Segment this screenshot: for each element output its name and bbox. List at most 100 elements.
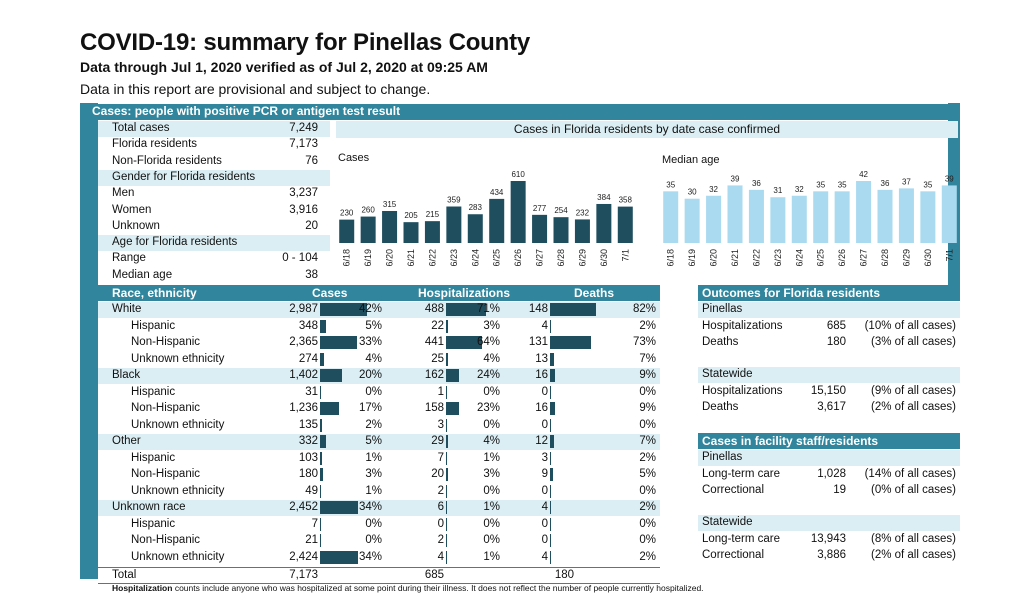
- race-hosp-value: 6: [437, 501, 444, 513]
- race-cases-value: 348: [298, 319, 318, 332]
- chart-bar: [553, 217, 569, 243]
- summary-label: Median age: [112, 268, 173, 281]
- race-hosp-pct: 0%: [483, 517, 500, 530]
- outcomes-row-label: Deaths: [702, 336, 739, 348]
- chart-tick-label: 6/20: [709, 249, 719, 267]
- race-deaths-value: 131: [528, 336, 548, 348]
- total-deaths: 180: [554, 569, 574, 581]
- race-hosp-pct: 0%: [483, 484, 500, 497]
- chart-bar: [748, 189, 764, 243]
- race-cases-pct: 34%: [358, 550, 382, 563]
- total-cases: 7,173: [289, 569, 318, 581]
- race-label: Other: [112, 435, 141, 447]
- race-cases-pct: 4%: [365, 352, 382, 365]
- chart-bar: [877, 189, 893, 243]
- race-cases-pct: 5%: [365, 319, 382, 332]
- race-hosp-value: 162: [424, 369, 444, 381]
- chart-data-label: 315: [383, 200, 397, 209]
- summary-label: Age for Florida residents: [112, 236, 238, 249]
- facility-row-note: (14% of all cases): [864, 468, 956, 480]
- chart-tick-label: 6/26: [513, 249, 523, 267]
- race-label: Hispanic: [131, 385, 176, 398]
- race-cases-value: 7: [311, 517, 318, 530]
- chart-data-label: 215: [426, 210, 440, 219]
- race-hosp-pct: 64%: [476, 336, 500, 348]
- summary-label: Non-Florida residents: [112, 154, 222, 167]
- race-header-hosp: Hospitalizations: [418, 286, 511, 300]
- chart-tick-label: 6/26: [837, 249, 847, 267]
- race-deaths-bar: [550, 501, 552, 514]
- race-cases-pct: 42%: [358, 303, 382, 315]
- summary-label: Total cases: [112, 122, 170, 134]
- outcomes-pinellas-label: Pinellas: [702, 303, 743, 315]
- race-deaths-value: 0: [541, 484, 548, 497]
- race-cases-bar: [320, 517, 321, 531]
- race-deaths-bar: [550, 336, 591, 349]
- race-hosp-value: 441: [424, 336, 444, 348]
- chart-data-label: 42: [859, 170, 868, 179]
- facility-row-value: 1,028: [817, 468, 846, 480]
- summary-band: [98, 235, 330, 252]
- chart-data-label: 39: [945, 174, 954, 183]
- chart-data-label: 37: [902, 177, 911, 186]
- facility-row-value: 3,886: [817, 549, 846, 561]
- race-cases-pct: 0%: [365, 517, 382, 530]
- chart-bar: [684, 198, 700, 243]
- race-cases-bar: [320, 534, 321, 547]
- race-hosp-pct: 4%: [483, 352, 500, 365]
- summary-value: 7,173: [289, 138, 318, 151]
- race-cases-value: 1,236: [289, 402, 318, 414]
- race-hosp-pct: 1%: [483, 501, 500, 513]
- chart-data-label: 32: [709, 185, 718, 194]
- race-deaths-value: 16: [535, 402, 548, 414]
- race-deaths-pct: 0%: [639, 385, 656, 398]
- race-deaths-value: 4: [541, 319, 548, 332]
- race-cases-bar: [320, 319, 326, 333]
- race-hosp-bar: [446, 385, 447, 399]
- race-deaths-pct: 0%: [639, 418, 656, 431]
- race-hosp-value: 22: [431, 319, 444, 332]
- race-label: Unknown ethnicity: [131, 550, 225, 563]
- race-cases-bar: [320, 336, 357, 349]
- summary-value: 7,249: [289, 122, 318, 134]
- race-cases-value: 135: [298, 418, 318, 431]
- facility-statewide-band: [698, 515, 960, 531]
- race-hosp-pct: 71%: [476, 303, 500, 315]
- race-cases-value: 31: [305, 385, 318, 398]
- chart-tick-label: 6/28: [880, 249, 890, 267]
- race-row-band: [98, 500, 660, 516]
- facility-row-note: (8% of all cases): [870, 533, 956, 545]
- race-hosp-value: 488: [424, 303, 444, 315]
- chart-title-band: [336, 121, 958, 138]
- chart-data-label: 36: [752, 179, 761, 188]
- race-deaths-bar: [550, 369, 556, 382]
- race-cases-bar: [320, 435, 326, 448]
- race-hosp-pct: 1%: [483, 451, 500, 464]
- race-cases-bar: [320, 385, 321, 399]
- chart-bar: [663, 191, 679, 243]
- chart-data-label: 32: [795, 185, 804, 194]
- outcomes-row-note: (9% of all cases): [870, 385, 956, 397]
- chart-bar: [467, 214, 483, 243]
- race-hosp-bar: [446, 451, 447, 465]
- outcomes-row-value: 15,150: [810, 385, 846, 397]
- race-deaths-pct: 82%: [632, 303, 656, 315]
- race-label: Non-Hispanic: [131, 402, 201, 414]
- chart-tick-label: 6/24: [470, 249, 480, 267]
- chart-bar: [382, 210, 398, 243]
- facility-row-label: Correctional: [702, 549, 764, 561]
- race-cases-value: 21: [305, 534, 318, 546]
- summary-label: Women: [112, 203, 152, 216]
- facility-statewide-label: Statewide: [702, 516, 753, 528]
- race-hosp-value: 1: [437, 385, 444, 398]
- facility-row-label: Long-term care: [702, 533, 780, 545]
- outcomes-row-note: (2% of all cases): [870, 401, 956, 413]
- chart-bar: [510, 181, 526, 243]
- outcomes-row-label: Hospitalizations: [702, 385, 783, 397]
- bottom-divider: [98, 583, 660, 584]
- race-label: Unknown race: [112, 501, 186, 513]
- race-label: Non-Hispanic: [131, 468, 201, 480]
- race-cases-bar: [320, 303, 368, 316]
- chart-data-label: 35: [666, 180, 675, 189]
- race-deaths-bar: [550, 418, 551, 432]
